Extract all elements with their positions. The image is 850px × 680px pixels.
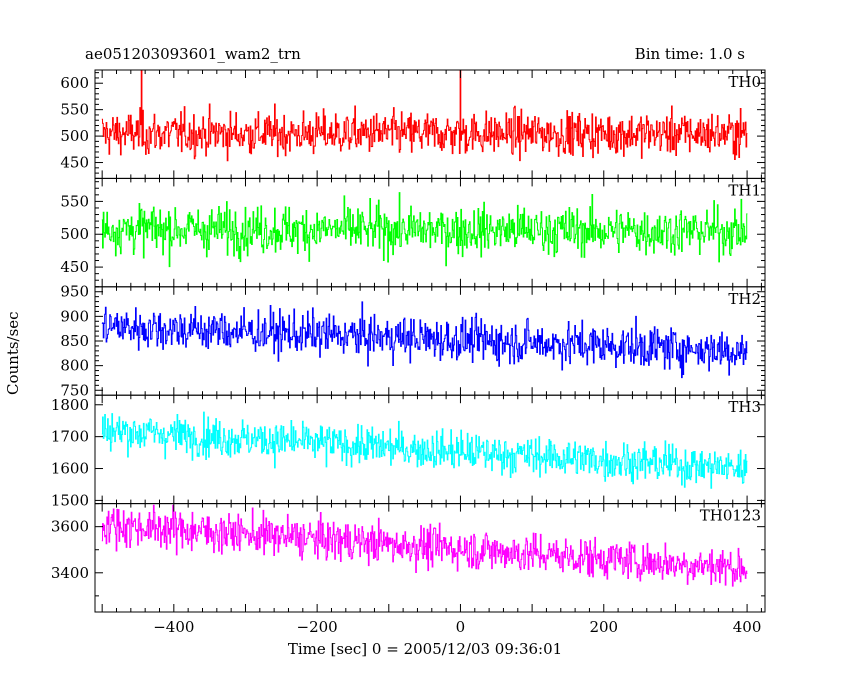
panel-label: TH1 (728, 181, 761, 199)
panel-label: TH2 (728, 290, 761, 308)
y-tick-label: 1500 (51, 491, 89, 509)
panel-label: TH0 (728, 73, 761, 91)
y-tick-label: 1700 (51, 428, 89, 446)
bin-time-label: Bin time: 1.0 s (634, 45, 745, 63)
panel-label: TH0123 (700, 507, 761, 525)
panel-frame (94, 394, 766, 505)
x-tick-label: −400 (153, 618, 194, 636)
y-tick-label: 850 (60, 332, 89, 350)
x-tick-label: 400 (733, 618, 762, 636)
x-axis-label: Time [sec] 0 = 2005/12/03 09:36:01 (0, 640, 850, 658)
y-tick-label: 800 (60, 357, 89, 375)
y-tick-label: 550 (60, 192, 89, 210)
x-tick-label: −200 (297, 618, 338, 636)
y-tick-label: 750 (60, 381, 89, 399)
chart-title: ae051203093601_wam2_trn (85, 45, 301, 63)
x-tick-label: 200 (589, 618, 618, 636)
y-tick-label: 950 (60, 283, 89, 301)
y-tick-label: 450 (60, 258, 89, 276)
series-line-th2 (101, 301, 748, 379)
y-tick-label: 500 (60, 225, 89, 243)
series-line-th0123 (101, 504, 748, 587)
y-tick-label: 450 (60, 154, 89, 172)
panel-frame (94, 503, 766, 613)
series-line-th3 (101, 411, 748, 489)
x-tick-label: 0 (456, 618, 466, 636)
series-line-th1 (101, 192, 748, 268)
panel-label: TH3 (728, 398, 761, 416)
y-tick-label: 1800 (51, 396, 89, 414)
y-tick-label: 600 (60, 74, 89, 92)
y-tick-label: 550 (60, 101, 89, 119)
series-line-th0 (101, 70, 748, 162)
y-tick-label: 900 (60, 307, 89, 325)
y-tick-label: 500 (60, 127, 89, 145)
y-tick-label: 1600 (51, 460, 89, 478)
y-axis-label: Counts/sec (4, 311, 22, 395)
y-tick-label: 3400 (51, 564, 89, 582)
x-axis-label-text: Time [sec] 0 = 2005/12/03 09:36:01 (287, 640, 563, 658)
y-tick-label: 3600 (51, 518, 89, 536)
